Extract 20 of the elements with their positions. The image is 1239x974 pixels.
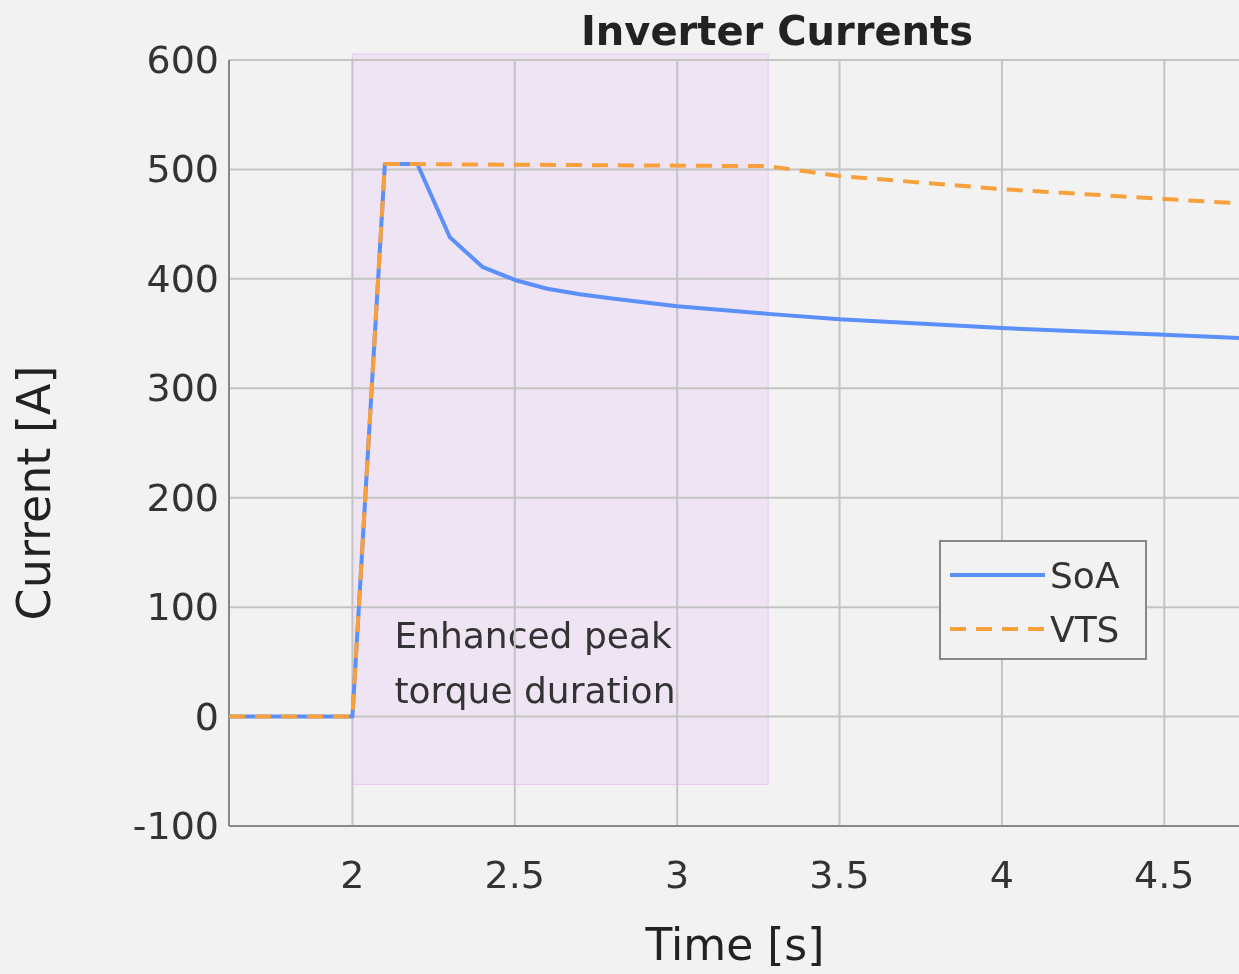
band-label: Enhanced peak torque duration [394,615,676,711]
y-tick-label: 300 [146,366,219,411]
y-tick-label: 100 [146,585,219,630]
legend-label: VTS [1050,609,1120,650]
y-axis-title: Current [A] [7,365,61,621]
y-tick-label: 600 [146,38,219,82]
y-tick-label: 500 [146,147,219,192]
x-axis-title: Time [s] [644,919,825,970]
x-tick-label: 4 [989,853,1015,897]
x-tick-label: 2 [340,853,365,897]
legend-label: SoA [1050,555,1120,596]
y-tick-label: 200 [146,475,219,520]
chart-title: Inverter Currents [580,8,974,54]
x-tick-label: 3 [665,853,690,897]
x-tick-label: 3.5 [809,853,870,897]
x-tick-label: 4.5 [1134,853,1195,897]
x-tick-label: 2.5 [484,853,546,897]
y-tick-label: -100 [132,804,219,848]
y-tick-label: 400 [146,256,219,301]
y-tick-label: 0 [194,694,219,739]
